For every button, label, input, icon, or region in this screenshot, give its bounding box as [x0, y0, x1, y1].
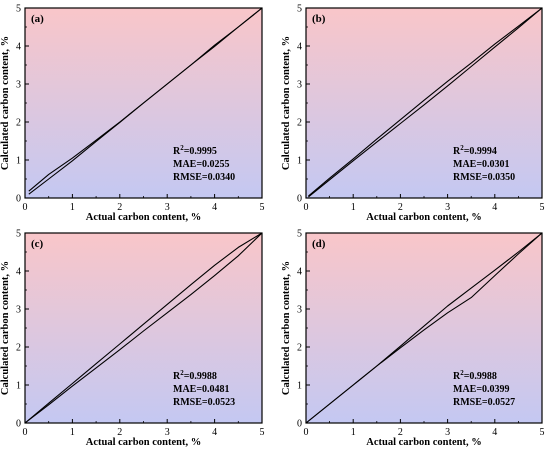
y-tick-label: 3: [16, 80, 21, 91]
r2-metric: R2=0.9988: [453, 369, 497, 382]
y-tick-label: 1: [16, 381, 21, 392]
x-tick-label: 4: [492, 202, 497, 213]
y-tick-label: 3: [16, 305, 21, 316]
r2-value: =0.9988: [184, 371, 217, 382]
mae-metric: MAE=0.0255: [173, 159, 230, 170]
y-axis-label: Calculated carbon content, %: [281, 261, 292, 395]
x-tick-label: 1: [70, 427, 75, 438]
x-tick-label: 2: [398, 202, 403, 213]
r2-value: =0.9988: [464, 371, 497, 382]
chart-panel-1: 0 1 2 3 4 5 0 1 2 3 4 5 Actual carbon content, % Calc…: [0, 4, 265, 224]
y-tick-label: 2: [297, 118, 302, 129]
y-tick-label: 3: [297, 80, 302, 91]
x-tick-label: 5: [540, 427, 545, 438]
x-tick-label: 0: [304, 427, 309, 438]
x-tick-label: 4: [212, 202, 217, 213]
plot-area: [306, 8, 542, 198]
x-tick-label: 5: [540, 202, 545, 213]
panel-label: (c): [31, 238, 44, 250]
x-tick-label: 3: [165, 202, 170, 213]
r2-prefix: R: [173, 146, 181, 157]
y-tick-label: 2: [297, 343, 302, 354]
rmse-metric: RMSE=0.0340: [173, 172, 235, 183]
x-axis-label: Actual carbon content, %: [366, 437, 482, 448]
x-tick-label: 4: [492, 427, 497, 438]
x-tick-label: 2: [398, 427, 403, 438]
x-axis-label: Actual carbon content, %: [86, 437, 202, 448]
r2-superscript: 2: [180, 369, 184, 377]
r2-prefix: R: [453, 371, 461, 382]
rmse-metric: RMSE=0.0350: [453, 172, 515, 183]
y-tick-label: 4: [16, 267, 21, 278]
panel-label: (a): [31, 13, 44, 25]
y-tick-label: 0: [297, 419, 302, 430]
y-tick-label: 2: [16, 118, 21, 129]
y-tick-label: 0: [297, 194, 302, 205]
y-tick-label: 0: [16, 194, 21, 205]
r2-superscript: 2: [180, 144, 184, 152]
y-tick-label: 1: [297, 156, 302, 167]
x-axis-label: Actual carbon content, %: [366, 212, 482, 223]
r2-value: =0.9994: [464, 146, 497, 157]
rmse-metric: RMSE=0.0523: [173, 397, 235, 408]
r2-value: =0.9995: [184, 146, 217, 157]
x-tick-label: 5: [260, 427, 265, 438]
series-line-1: [308, 7, 543, 197]
series-line-2: [308, 7, 543, 198]
plot-area: [25, 233, 262, 423]
series-line-2: [28, 7, 263, 195]
x-tick-label: 0: [23, 427, 28, 438]
x-tick-label: 1: [351, 202, 356, 213]
mae-metric: MAE=0.0301: [453, 159, 510, 170]
rmse-metric: RMSE=0.0527: [453, 397, 515, 408]
r2-metric: R2=0.9995: [173, 144, 217, 157]
y-tick-label: 3: [297, 305, 302, 316]
x-tick-label: 5: [260, 202, 265, 213]
y-tick-label: 4: [297, 267, 302, 278]
chart-panel-2: 0 1 2 3 4 5 0 1 2 3 4 5 Actual carbon content, % Calc…: [281, 4, 545, 224]
r2-superscript: 2: [460, 369, 464, 377]
mae-metric: MAE=0.0481: [173, 384, 230, 395]
y-tick-label: 2: [16, 343, 21, 354]
x-axis-label: Actual carbon content, %: [86, 212, 202, 223]
chart-panel-3: 0 1 2 3 4 5 0 1 2 3 4 5 Actual carbon content, % Calc…: [0, 229, 265, 449]
x-tick-label: 3: [445, 202, 450, 213]
y-tick-label: 5: [16, 229, 21, 240]
y-tick-label: 1: [16, 156, 21, 167]
y-tick-label: 0: [16, 419, 21, 430]
x-tick-label: 3: [165, 427, 170, 438]
series-line-1: [24, 232, 263, 424]
x-tick-label: 1: [70, 202, 75, 213]
x-tick-label: 0: [304, 202, 309, 213]
y-tick-label: 1: [297, 381, 302, 392]
r2-metric: R2=0.9994: [453, 144, 497, 157]
panel-label: (d): [312, 238, 326, 250]
x-tick-label: 3: [445, 427, 450, 438]
y-tick-label: 4: [297, 42, 302, 53]
y-tick-label: 5: [297, 229, 302, 240]
x-tick-label: 2: [117, 202, 122, 213]
panel-label: (b): [312, 13, 326, 25]
series-line-2: [24, 232, 263, 424]
y-axis-label: Calculated carbon content, %: [0, 36, 11, 170]
x-tick-label: 0: [23, 202, 28, 213]
y-axis-label: Calculated carbon content, %: [0, 261, 11, 395]
y-tick-label: 5: [16, 4, 21, 15]
r2-superscript: 2: [460, 144, 464, 152]
series-line-2: [305, 232, 543, 424]
y-axis-label: Calculated carbon content, %: [281, 36, 292, 170]
x-tick-label: 1: [351, 427, 356, 438]
r2-prefix: R: [173, 371, 181, 382]
r2-metric: R2=0.9988: [173, 369, 217, 382]
mae-metric: MAE=0.0399: [453, 384, 510, 395]
y-tick-label: 4: [16, 42, 21, 53]
x-tick-label: 4: [212, 427, 217, 438]
r2-prefix: R: [453, 146, 461, 157]
chart-panel-4: 0 1 2 3 4 5 0 1 2 3 4 5 Actual carbon content, % Calc…: [281, 229, 545, 449]
y-tick-label: 5: [297, 4, 302, 15]
x-tick-label: 2: [117, 427, 122, 438]
